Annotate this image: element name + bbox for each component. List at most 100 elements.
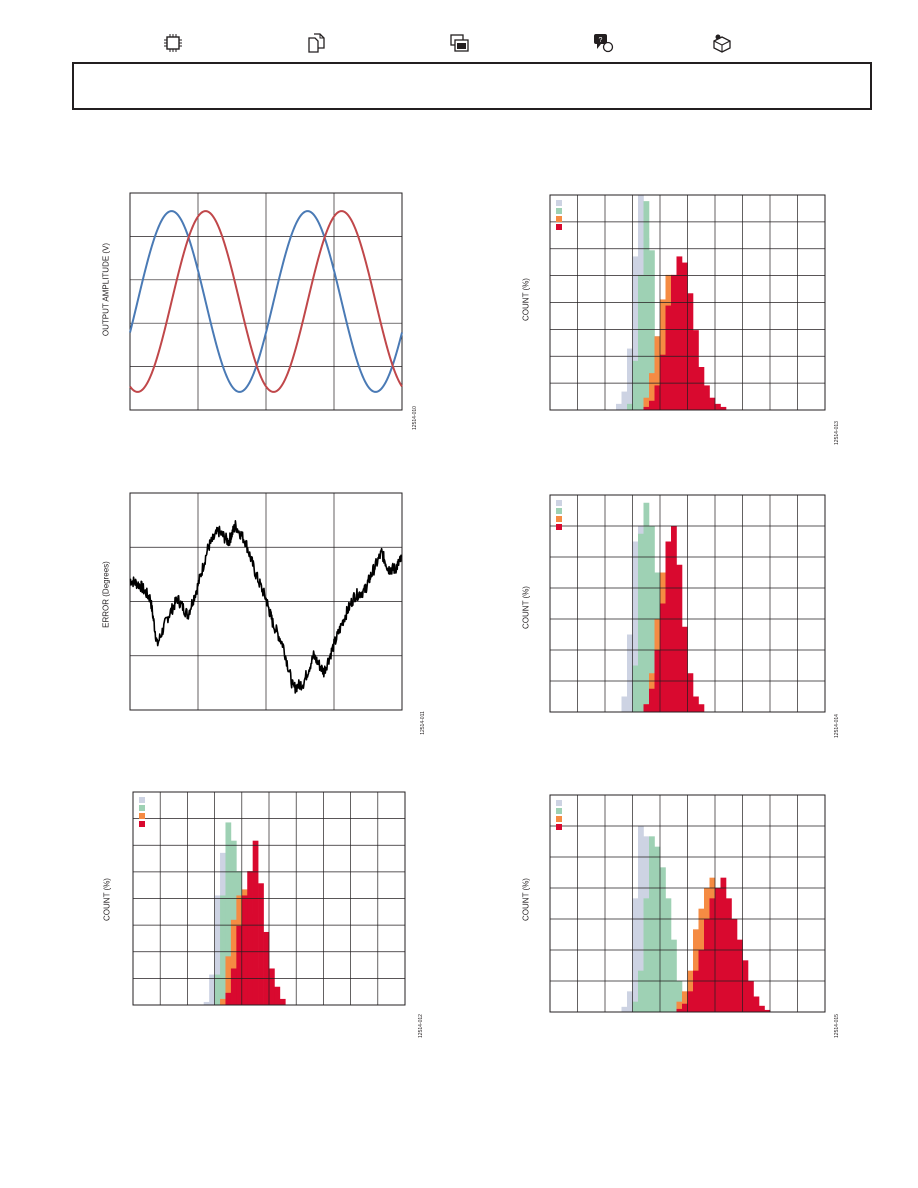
tools-icon[interactable]	[449, 33, 471, 53]
error-trace-line	[129, 520, 403, 694]
histogram-bar	[263, 931, 270, 1005]
y-axis-label: COUNT (%)	[521, 878, 531, 921]
figure-number: 12514-010	[412, 406, 418, 430]
figure-number: 12514-015	[834, 1014, 840, 1038]
histogram-bar	[676, 1008, 683, 1012]
plot-grid	[132, 791, 406, 1006]
histogram-bar	[665, 305, 672, 410]
histogram-bar	[665, 898, 672, 1012]
series-bars-crimson	[676, 877, 771, 1012]
plot-grid	[129, 192, 403, 411]
histogram-bar	[638, 533, 644, 712]
figure-number: 12514-012	[418, 1014, 424, 1038]
histogram-bar	[654, 385, 661, 410]
y-axis-label: COUNT (%)	[102, 878, 112, 921]
histogram-bar	[632, 665, 639, 712]
histogram-bar	[279, 998, 286, 1005]
figure-histogram-top-right: COUNT (%) 12514-013	[510, 185, 860, 455]
histogram-bar	[225, 956, 232, 1005]
legend-swatch	[556, 800, 562, 806]
series-line-blue	[129, 210, 403, 393]
histogram-bar	[687, 673, 694, 712]
histogram-bar	[676, 256, 683, 410]
chip-icon[interactable]	[162, 33, 184, 53]
histogram-bar	[621, 1006, 628, 1012]
histogram-bar	[665, 541, 672, 712]
histogram-bar	[252, 840, 259, 1005]
histogram-bar	[660, 354, 666, 410]
histogram-bar	[632, 898, 639, 1012]
histogram-bar	[220, 895, 226, 1005]
histogram-bar	[731, 919, 738, 1012]
histogram-bar	[241, 895, 248, 1005]
histogram-bar	[627, 403, 633, 410]
svg-text:?: ?	[599, 37, 603, 44]
histogram-bar	[643, 406, 650, 410]
documents-icon[interactable]	[306, 33, 328, 53]
histogram-bar	[220, 998, 226, 1005]
legend-swatch	[556, 200, 562, 206]
histogram-bar	[720, 877, 727, 1012]
histogram-bar	[709, 397, 716, 410]
figure-number: 12514-013	[834, 421, 840, 445]
plot-frame	[129, 492, 403, 711]
histogram-bar	[753, 996, 760, 1012]
histogram-chart-bottom-right	[549, 794, 826, 1013]
histogram-bar	[759, 1005, 765, 1012]
histogram-bar	[682, 626, 688, 712]
histogram-bar	[720, 406, 727, 410]
histogram-bar	[225, 992, 232, 1005]
plot-grid	[129, 492, 403, 711]
histogram-bar	[247, 871, 253, 1005]
legend-swatch	[556, 816, 562, 822]
page-header-box	[72, 62, 872, 110]
histogram-bar	[632, 256, 639, 410]
histogram-bar	[209, 974, 215, 1005]
histogram-bar	[671, 939, 677, 1012]
sample-buy-icon[interactable]	[711, 33, 733, 53]
histogram-bar	[616, 403, 622, 410]
histogram-bar	[649, 688, 655, 712]
histogram-bar	[649, 836, 655, 1012]
plot-frame	[129, 192, 403, 411]
y-axis-label: COUNT (%)	[521, 586, 531, 629]
histogram-bar	[687, 293, 694, 410]
histogram-bar	[621, 696, 628, 712]
error-chart	[129, 492, 403, 711]
histogram-chart-middle-right	[549, 494, 826, 713]
series-line-red	[129, 210, 403, 393]
legend-swatch	[556, 508, 562, 514]
histogram-bar	[671, 274, 677, 410]
figure-histogram-middle-right: COUNT (%) 12514-014	[510, 485, 860, 750]
plot-grid	[549, 194, 826, 411]
histogram-bar	[704, 385, 710, 410]
histogram-bar	[676, 1001, 683, 1012]
legend-swatch	[556, 808, 562, 814]
plot-frame	[132, 791, 406, 1006]
figure-number: 12514-014	[834, 714, 840, 738]
histogram-bar	[627, 634, 633, 712]
histogram-bar	[693, 929, 699, 1012]
histogram-bar	[632, 541, 639, 712]
legend-swatch	[139, 805, 145, 811]
histogram-bar	[649, 400, 655, 410]
histogram-bar	[676, 981, 683, 1012]
histogram-bar	[748, 981, 754, 1012]
histogram-bar	[203, 1001, 210, 1005]
figure-output-amplitude: OUTPUT AMPLITUDE (V) 12514-010	[95, 185, 445, 450]
y-axis-label: ERROR (Degrees)	[101, 561, 111, 628]
plot-grid	[549, 794, 826, 1013]
histogram-bar	[693, 330, 699, 410]
legend-swatch	[556, 224, 562, 230]
y-axis-label: COUNT (%)	[521, 278, 531, 321]
discussion-icon[interactable]: ?	[593, 33, 615, 53]
histogram-bar	[704, 919, 710, 1012]
histogram-bar	[676, 564, 683, 712]
histogram-bar	[632, 1001, 639, 1012]
legend-swatch	[556, 516, 562, 522]
series-bars-crimson	[225, 840, 286, 1005]
histogram-bar	[764, 1009, 771, 1012]
legend-swatch	[139, 813, 145, 819]
histogram-bar	[649, 373, 655, 410]
figure-number: 12514-011	[420, 711, 426, 735]
